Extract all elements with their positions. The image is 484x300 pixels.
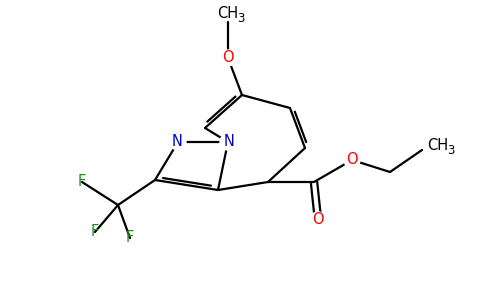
- Circle shape: [220, 134, 236, 150]
- Text: F: F: [126, 230, 134, 245]
- Text: F: F: [78, 175, 86, 190]
- Circle shape: [170, 134, 186, 150]
- Text: 3: 3: [447, 143, 454, 157]
- Text: 3: 3: [237, 11, 245, 25]
- Text: O: O: [346, 152, 358, 167]
- Text: O: O: [312, 212, 324, 227]
- Circle shape: [310, 212, 326, 228]
- Circle shape: [344, 152, 360, 168]
- Text: F: F: [91, 224, 99, 239]
- Text: O: O: [222, 50, 234, 65]
- Text: N: N: [224, 134, 234, 149]
- Circle shape: [220, 50, 236, 66]
- Text: CH: CH: [427, 139, 449, 154]
- Text: N: N: [171, 134, 182, 149]
- Text: CH: CH: [217, 7, 239, 22]
